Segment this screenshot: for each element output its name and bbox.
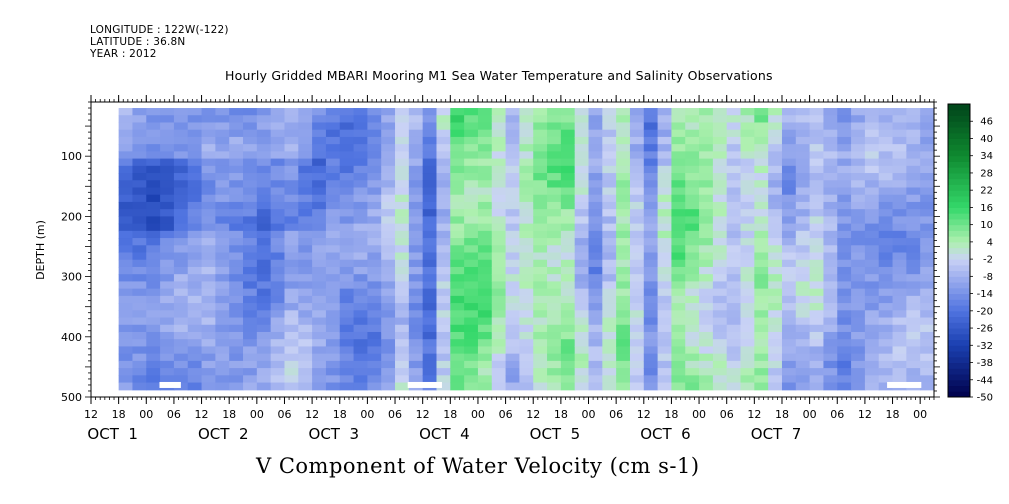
x-tick-label: 12 (526, 408, 540, 421)
colorbar-label: -50 (977, 393, 993, 404)
x-tick-label: 00 (803, 408, 817, 421)
plot-frame (90, 101, 935, 398)
colorbar-label: -44 (977, 375, 993, 386)
x-tick-label: 06 (277, 408, 291, 421)
x-tick-label: 00 (139, 408, 153, 421)
y-tick-label: 500 (61, 391, 82, 404)
x-tick-label: 06 (388, 408, 402, 421)
x-tick-label: 12 (747, 408, 761, 421)
x-tick-label: 00 (582, 408, 596, 421)
x-tick-label: 12 (84, 408, 98, 421)
colorbar-label: -20 (977, 306, 993, 317)
y-tick-label: 300 (61, 271, 82, 284)
x-tick-label: 06 (609, 408, 623, 421)
x-tick-label: 18 (664, 408, 678, 421)
x-day-label: OCT 7 (751, 425, 802, 443)
colorbar-label: -32 (977, 341, 993, 352)
longitude-label: LONGITUDE : 122W(-122) (90, 24, 229, 36)
x-tick-label: 18 (222, 408, 236, 421)
colorbar-label: -8 (983, 272, 993, 283)
chart-title: Hourly Gridded MBARI Mooring M1 Sea Wate… (225, 68, 773, 83)
x-tick-label: 06 (499, 408, 513, 421)
year-label: YEAR : 2012 (90, 48, 157, 60)
colorbar-label: -26 (977, 324, 993, 335)
y-tick-label: 400 (61, 331, 82, 344)
x-tick-label: 06 (720, 408, 734, 421)
x-axis: 12 18 00 06 12 18 00 06 12 18 00 06 12 18 00 06 12 18 00 06… (84, 95, 927, 443)
x-tick-label: 00 (250, 408, 264, 421)
x-tick-label: 18 (443, 408, 457, 421)
colorbar-label: 34 (980, 151, 993, 162)
x-tick-label: 12 (416, 408, 430, 421)
colorbar-label: 22 (980, 186, 993, 197)
x-tick-label: 06 (167, 408, 181, 421)
x-tick-label: 18 (333, 408, 347, 421)
x-tick-label: 00 (360, 408, 374, 421)
x-tick-label: 06 (830, 408, 844, 421)
colorbar-label: 16 (980, 203, 993, 214)
x-day-label: OCT 4 (419, 425, 470, 443)
y-axis-label: DEPTH (m) (34, 220, 47, 280)
y-axis: 100 200 300 400 500 (61, 101, 940, 404)
colorbar-label: -38 (977, 358, 993, 369)
colorbar-label: 10 (980, 220, 993, 231)
colorbar-label: -2 (983, 255, 993, 266)
colorbar-label: 40 (980, 134, 993, 145)
x-tick-label: 18 (112, 408, 126, 421)
colorbar-label: 28 (980, 168, 993, 179)
x-tick-label: 12 (858, 408, 872, 421)
x-tick-label: 18 (775, 408, 789, 421)
chart-x-label: V Component of Water Velocity (cm s-1) (256, 454, 700, 478)
colorbar-label: 4 (987, 237, 993, 248)
x-tick-label: 00 (692, 408, 706, 421)
colorbar-label: 46 (980, 117, 993, 128)
x-tick-label: 00 (913, 408, 927, 421)
heatmap-field (118, 108, 934, 391)
x-day-label: OCT 6 (640, 425, 691, 443)
x-tick-label: 12 (305, 408, 319, 421)
x-day-label: OCT 3 (309, 425, 360, 443)
x-tick-label: 00 (471, 408, 485, 421)
x-tick-label: 12 (195, 408, 209, 421)
x-tick-label: 12 (637, 408, 651, 421)
x-day-label: OCT 1 (87, 425, 138, 443)
x-tick-label: 18 (886, 408, 900, 421)
colorbar-label: -14 (977, 289, 993, 300)
colorbar: 46 40 34 28 22 16 10 4 -2 -8 -14 -20 -26 -32 -38 -44 -50 (947, 103, 993, 404)
y-tick-label: 200 (61, 210, 82, 223)
x-tick-label: 18 (554, 408, 568, 421)
y-tick-label: 100 (61, 150, 82, 163)
x-day-label: OCT 2 (198, 425, 249, 443)
x-day-label: OCT 5 (530, 425, 581, 443)
latitude-label: LATITUDE : 36.8N (90, 36, 186, 48)
